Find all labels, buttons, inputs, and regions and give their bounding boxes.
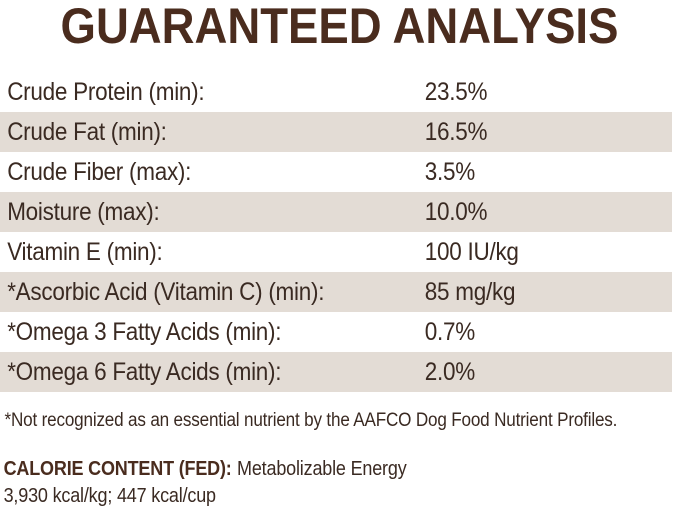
table-row: *Ascorbic Acid (Vitamin C) (min): 85 mg/…: [0, 272, 672, 312]
nutrient-value: 16.5%: [424, 117, 488, 146]
calorie-content-block: CALORIE CONTENT (FED): Metabolizable Ener…: [0, 456, 611, 510]
calorie-content-line: CALORIE CONTENT (FED): Metabolizable Ener…: [4, 456, 612, 482]
nutrient-value: 10.0%: [424, 197, 488, 226]
nutrient-value: 3.5%: [424, 157, 476, 186]
table-row: Crude Fiber (max): 3.5%: [0, 152, 672, 192]
table-row: *Omega 6 Fatty Acids (min): 2.0%: [0, 352, 672, 392]
nutrient-value: 0.7%: [424, 317, 476, 346]
table-row: *Omega 3 Fatty Acids (min): 0.7%: [0, 312, 672, 352]
table-row: Crude Fat (min): 16.5%: [0, 112, 672, 152]
footnote: *Not recognized as an essential nutrient…: [4, 410, 618, 431]
nutrient-label: Crude Protein (min):: [7, 77, 205, 106]
table-row: Moisture (max): 10.0%: [0, 192, 672, 232]
table-row: Crude Protein (min): 23.5%: [0, 72, 672, 112]
calorie-values: 3,930 kcal/kg; 447 kcal/cup: [3, 485, 216, 507]
nutrient-label: Crude Fiber (max):: [7, 157, 192, 186]
nutrient-value: 85 mg/kg: [424, 277, 516, 306]
page-title: GUARANTEED ANALYSIS: [60, 0, 619, 54]
nutrient-value: 100 IU/kg: [424, 237, 519, 266]
nutrient-label: Vitamin E (min):: [7, 237, 163, 266]
nutrient-value: 2.0%: [424, 357, 476, 386]
nutrient-label: *Omega 6 Fatty Acids (min):: [7, 357, 282, 386]
nutrient-label: Moisture (max):: [7, 197, 160, 226]
table-row: Vitamin E (min): 100 IU/kg: [0, 232, 672, 272]
nutrient-label: Crude Fat (min):: [7, 117, 167, 146]
analysis-table: Crude Protein (min): 23.5% Crude Fat (mi…: [0, 72, 672, 392]
nutrient-label: *Ascorbic Acid (Vitamin C) (min):: [7, 277, 325, 306]
nutrient-value: 23.5%: [424, 77, 488, 106]
calorie-heading: CALORIE CONTENT (FED):: [3, 458, 232, 480]
calorie-description: Metabolizable Energy: [237, 458, 407, 480]
nutrient-label: *Omega 3 Fatty Acids (min):: [7, 317, 282, 346]
